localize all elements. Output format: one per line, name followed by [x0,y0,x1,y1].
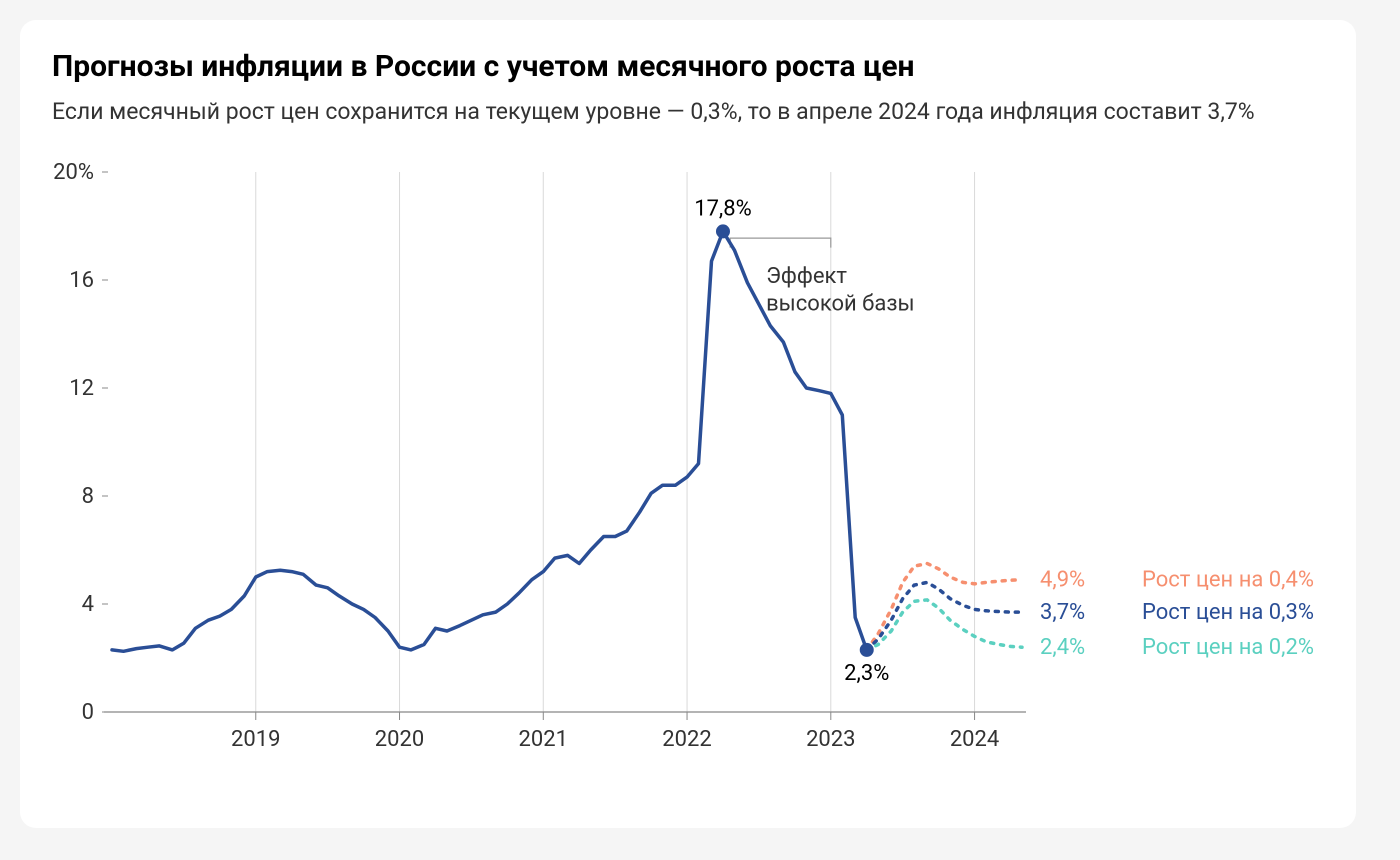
forecast-value-mid: 3,7% [1040,600,1085,625]
x-tick-label: 2021 [519,727,568,752]
data-marker [860,643,874,657]
forecast-value-low: 2,4% [1040,635,1085,660]
annotation-bracket [730,238,831,247]
y-tick-label: 16 [69,268,94,293]
forecast-line-mid [867,582,1022,650]
x-tick-label: 2022 [662,727,711,752]
chart-area: 0 4 8 12 16 20% 2019 2020 2021 2022 2023 2024 Эффект… [52,152,1324,772]
annotation-text: высокой базы [766,291,914,316]
x-tick-label: 2019 [231,727,280,752]
data-marker-label: 2,3% [844,661,889,686]
chart-title: Прогнозы инфляции в России с учетом меся… [52,48,1324,86]
y-tick-label: 8 [82,484,94,509]
forecast-line-high [867,563,1022,649]
main-series-line [112,231,867,651]
y-tick-label: 20% [53,160,94,185]
forecast-label-low: Рост цен на 0,2% [1142,635,1314,660]
y-tick-label: 12 [69,376,94,401]
x-tick-label: 2020 [375,727,424,752]
x-tick-label: 2024 [950,727,999,752]
forecast-label-high: Рост цен на 0,4% [1142,567,1314,592]
line-chart-svg: 0 4 8 12 16 20% 2019 2020 2021 2022 2023 2024 Эффект… [52,152,1352,772]
y-tick-label: 0 [82,700,94,725]
x-tick-label: 2023 [806,727,855,752]
forecast-value-high: 4,9% [1040,567,1085,592]
forecast-label-mid: Рост цен на 0,3% [1142,600,1314,625]
forecast-line-low [867,600,1022,650]
y-tick-label: 4 [82,592,94,617]
data-marker [716,224,730,238]
chart-card: Прогнозы инфляции в России с учетом меся… [20,20,1356,828]
chart-subtitle: Если месячный рост цен сохранится на тек… [52,96,1324,128]
data-marker-label: 17,8% [694,196,752,221]
annotation-text: Эффект [766,264,847,289]
